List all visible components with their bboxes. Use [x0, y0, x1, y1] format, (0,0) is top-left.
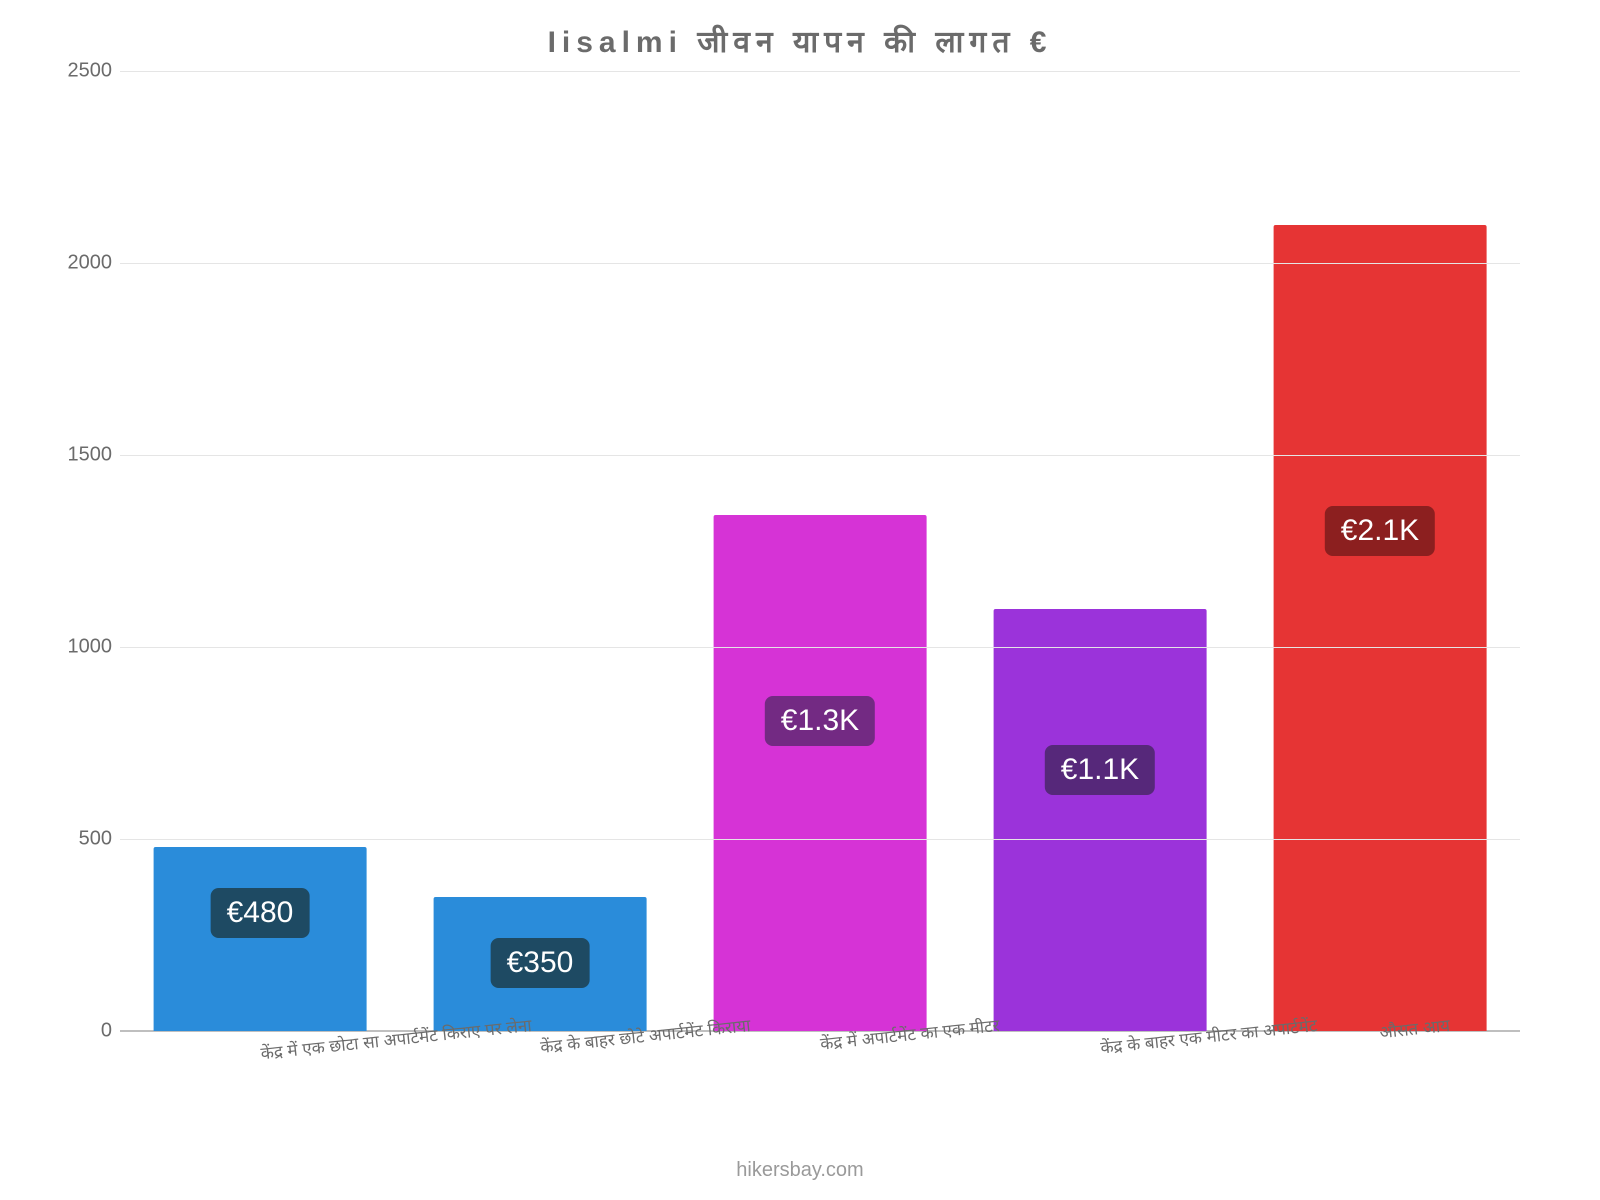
bar-slot: €2.1K	[1240, 72, 1520, 1031]
value-badge: €1.3K	[765, 696, 875, 746]
gridline	[120, 263, 1520, 264]
x-label-slot: केंद्र के बाहर छोटे अपार्टमेंट किराया	[400, 1005, 680, 1075]
bar	[154, 847, 367, 1031]
y-tick-label: 2000	[42, 252, 112, 275]
bar	[994, 609, 1207, 1031]
bar	[1274, 225, 1487, 1031]
cost-of-living-chart: Iisalmi जीवन यापन की लागत € €480 €350 €1.3…	[60, 20, 1540, 1120]
gridline	[120, 839, 1520, 840]
bars-container: €480 €350 €1.3K €1.1K €2.1K	[120, 72, 1520, 1031]
bar-slot: €1.3K	[680, 72, 960, 1031]
gridline	[120, 71, 1520, 72]
bar-slot: €1.1K	[960, 72, 1240, 1031]
x-label-slot: केंद्र में एक छोटा सा अपार्टमेंट किराए प…	[120, 1005, 400, 1075]
x-axis-labels: केंद्र में एक छोटा सा अपार्टमेंट किराए प…	[120, 1005, 1520, 1075]
y-tick-label: 0	[42, 1020, 112, 1043]
value-badge: €2.1K	[1325, 506, 1435, 556]
y-tick-label: 2500	[42, 60, 112, 83]
value-badge: €350	[491, 938, 590, 988]
y-tick-label: 1500	[42, 444, 112, 467]
y-tick-label: 500	[42, 828, 112, 851]
attribution-text: hikersbay.com	[0, 1159, 1600, 1182]
gridline	[120, 455, 1520, 456]
bar	[714, 515, 927, 1031]
x-axis-label: औसत आय	[1378, 1013, 1451, 1043]
value-badge: €480	[211, 888, 310, 938]
plot-area: €480€350€1.3K€1.1K€2.1K 0500100015002000…	[120, 71, 1520, 1031]
bar-slot: €350	[400, 72, 680, 1031]
value-badge: €1.1K	[1045, 745, 1155, 795]
chart-title: Iisalmi जीवन यापन की लागत €	[60, 20, 1540, 61]
x-label-slot: केंद्र के बाहर एक मीटर का अपार्टमेंट	[960, 1005, 1240, 1075]
x-label-slot: औसत आय	[1240, 1005, 1520, 1075]
x-label-slot: केंद्र में अपार्टमेंट का एक मीटर	[680, 1005, 960, 1075]
bar-slot: €480	[120, 72, 400, 1031]
gridline	[120, 647, 1520, 648]
y-tick-label: 1000	[42, 636, 112, 659]
